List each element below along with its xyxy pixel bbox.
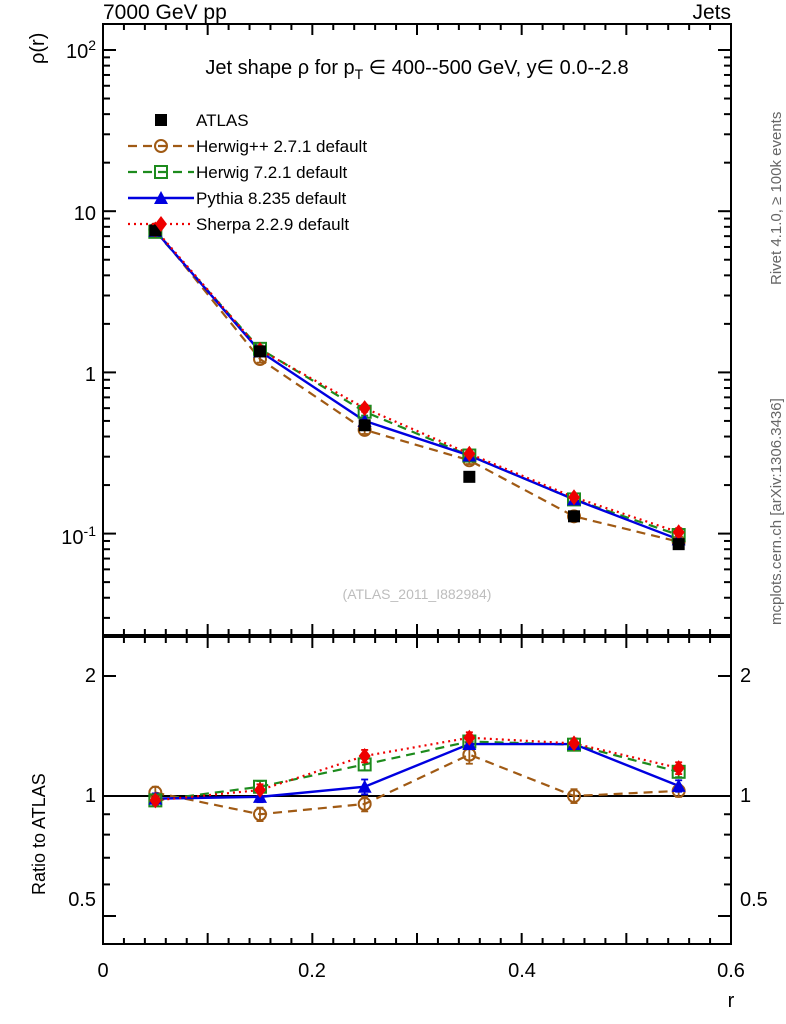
legend-label-pythia: Pythia 8.235 default [196, 189, 347, 208]
y-tick-label-0.1: 10-1 [61, 524, 96, 548]
ratio-0-line [155, 753, 679, 816]
ratio-marker-3 [672, 760, 685, 777]
ratio-panel-frame [102, 636, 732, 945]
main-marker-0 [568, 510, 580, 523]
ratio-tick-label-1-left: 1 [84, 785, 96, 807]
ratio-marker-0 [253, 807, 267, 822]
main-marker-0 [672, 538, 685, 551]
ratio-tick-label-05-right: 0.5 [740, 889, 768, 911]
y-tick-base-100: 10 [65, 40, 89, 63]
x-tick-label-04: 0.4 [508, 960, 536, 982]
legend-label-herwigpp: Herwig++ 2.7.1 default [196, 137, 368, 156]
title-part2: for p [309, 57, 355, 79]
legend-label-sherpa: Sherpa 2.2.9 default [196, 215, 350, 234]
header-left-label: 7000 GeV pp [103, 1, 227, 24]
ratio-3-line [155, 736, 679, 802]
ratio-tick-label-2-left: 2 [84, 665, 96, 687]
y-tick-label-1: 1 [84, 364, 96, 386]
ratio-2-line [155, 742, 680, 800]
legend-marker-0 [155, 114, 167, 126]
x-tick-label-02: 0.2 [298, 960, 326, 982]
ratio-tick-label-05-left: 0.5 [68, 889, 96, 911]
main-marker-4 [463, 445, 476, 462]
y-tick-label-100: 102 [66, 38, 96, 62]
main-2-line [154, 231, 680, 537]
legend-marker-2 [154, 165, 168, 179]
header-right-label: Jets [692, 1, 731, 24]
title-part1: Jet shape [205, 57, 298, 79]
main-marker-4 [568, 489, 580, 506]
ratio-marker-3 [463, 729, 476, 746]
x-tick-label-06: 0.6 [717, 960, 745, 982]
ratio-tick-label-2-right: 2 [740, 665, 752, 687]
legend-marker-1 [154, 139, 168, 153]
ratio-1-line [155, 740, 679, 802]
title-part3: ∈ 400--500 GeV, y∈ 0.0--2.8 [363, 57, 629, 79]
ratio-marker-0 [567, 789, 581, 803]
ratio-tick-label-1-right: 1 [740, 785, 752, 807]
ratio-marker-2 [357, 779, 372, 793]
x-tick-label-0: 0 [97, 960, 109, 982]
analysis-watermark: (ATLAS_2011_I882984) [342, 586, 492, 602]
legend-label-atlas: ATLAS [196, 111, 249, 130]
main-marker-0 [358, 419, 371, 432]
y-tick-exp-100: 2 [88, 37, 96, 54]
legend-label-herwig7: Herwig 7.2.1 default [196, 163, 348, 182]
ratio-marker-0 [357, 796, 372, 811]
y-tick-exp-01: -1 [83, 523, 96, 540]
legend-marker-3 [154, 191, 168, 204]
main-4-line [154, 228, 680, 534]
legend-marker-4 [155, 216, 167, 232]
title-subscript: T [354, 66, 364, 82]
ratio-marker-3 [358, 747, 371, 764]
x-axis-label: r [727, 990, 735, 1012]
y-tick-label-10: 10 [73, 203, 96, 225]
main-marker-4 [672, 524, 685, 541]
ratio-marker-3 [149, 792, 162, 809]
plot-title: Jet shape ρ for pT ∈ 400--500 GeV, y∈ 0.… [205, 58, 628, 81]
main-marker-0 [463, 470, 476, 483]
main-3-line [154, 230, 680, 541]
main-panel-frame [102, 23, 732, 636]
ratio-marker-2 [671, 778, 686, 792]
ratio-marker-3 [568, 735, 580, 752]
main-marker-4 [358, 400, 371, 417]
ratio-marker-3 [254, 782, 266, 799]
title-rho: ρ [297, 57, 310, 79]
main-1-line [154, 228, 679, 543]
y-tick-base-01: 10 [61, 526, 84, 549]
main-marker-0 [254, 345, 266, 358]
